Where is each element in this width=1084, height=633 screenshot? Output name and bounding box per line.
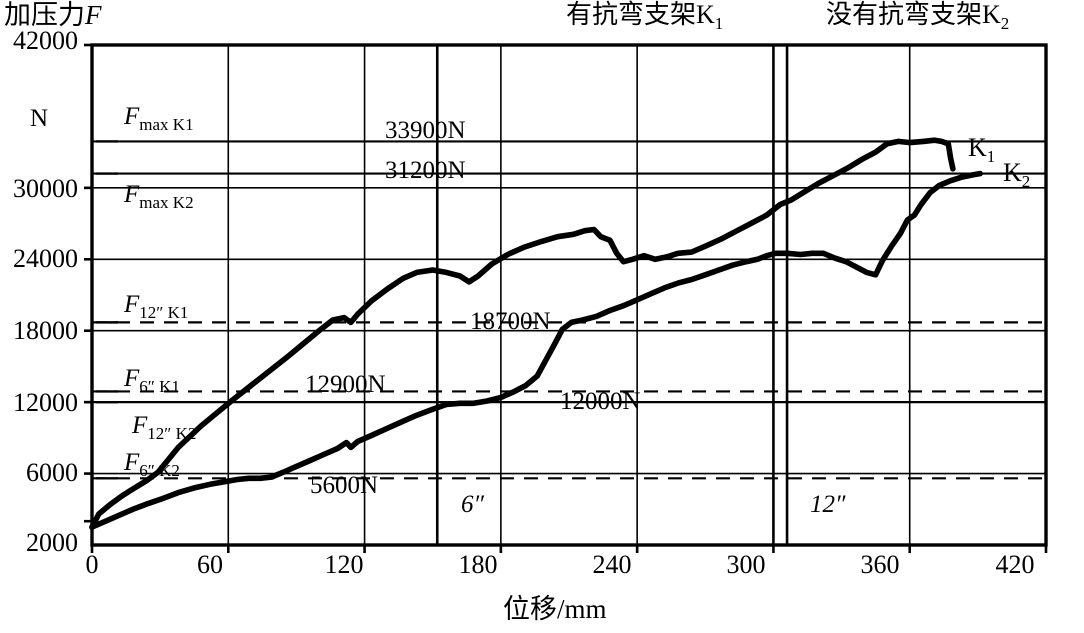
annotation-value-31200: 31200N bbox=[383, 157, 468, 184]
annotation-value-12900: 12900N bbox=[303, 371, 388, 398]
annotation-f6-k1: F6″ K1 bbox=[124, 365, 180, 396]
y-tick-30000: 30000 bbox=[13, 174, 78, 203]
x-tick-360: 360 bbox=[860, 550, 900, 579]
y-tick-42000: 42000 bbox=[13, 26, 78, 55]
plot-frame bbox=[90, 43, 1048, 547]
y-tick-6000: 6000 bbox=[26, 458, 78, 487]
legend-item-k1: 有抗弯支架K1 bbox=[566, 0, 724, 34]
marker-label-12in: 12″ bbox=[810, 491, 846, 518]
x-tick-240: 240 bbox=[592, 550, 632, 579]
series-line-K1 bbox=[89, 137, 956, 530]
y-axis-unit: N bbox=[30, 105, 49, 132]
annotation-value-5600: 5600N bbox=[308, 472, 381, 499]
x-axis-title: 位移/mm bbox=[503, 594, 607, 624]
series-line-K2 bbox=[89, 170, 983, 530]
annotation-f12-k1: F12″ K1 bbox=[124, 291, 189, 322]
x-tick-0: 0 bbox=[85, 550, 99, 579]
x-tick-60: 60 bbox=[197, 550, 223, 579]
y-tick-2000: 2000 bbox=[26, 528, 78, 557]
x-tick-120: 120 bbox=[324, 550, 364, 579]
y-tick-24000: 24000 bbox=[13, 244, 78, 273]
y-tick-18000: 18000 bbox=[13, 316, 78, 345]
x-tick-180: 180 bbox=[458, 550, 498, 579]
annotation-value-33900: 33900N bbox=[383, 117, 468, 144]
x-tick-420: 420 bbox=[995, 550, 1035, 579]
marker-label-6in: 6″ bbox=[461, 491, 484, 518]
y-axis-title: 加压力F bbox=[4, 0, 102, 30]
annotation-fmax-k1: Fmax K1 bbox=[124, 103, 194, 134]
y-tick-12000: 12000 bbox=[13, 388, 78, 417]
legend-item-k2: 没有抗弯支架K2 bbox=[826, 0, 1010, 34]
x-tick-300: 300 bbox=[726, 550, 766, 579]
